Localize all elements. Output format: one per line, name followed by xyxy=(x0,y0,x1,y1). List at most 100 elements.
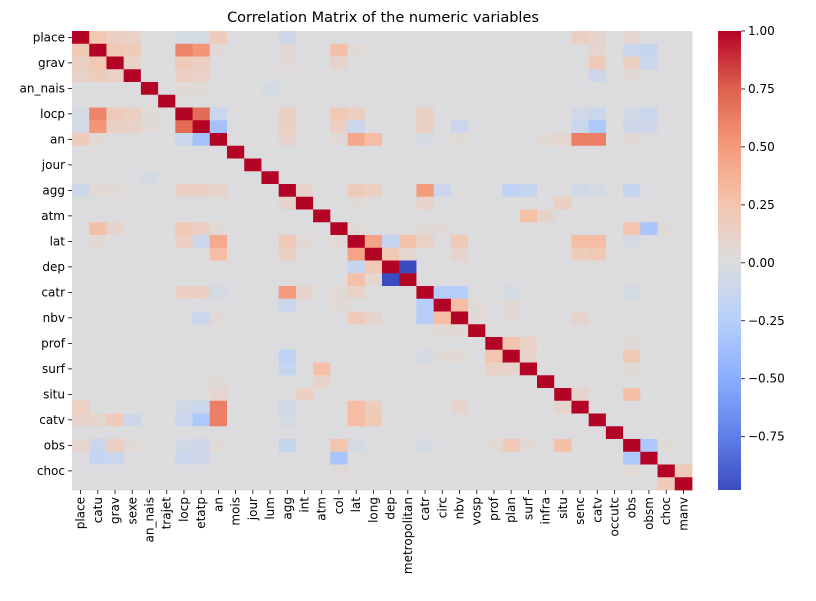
heatmap-cell xyxy=(571,133,590,147)
heatmap-cell xyxy=(158,286,176,300)
heatmap-cell xyxy=(209,451,228,465)
heatmap-cell xyxy=(89,196,107,210)
heatmap-cell xyxy=(382,222,400,236)
heatmap-cell xyxy=(450,286,469,300)
heatmap-cell xyxy=(382,324,400,338)
heatmap-cell xyxy=(468,426,486,440)
heatmap-cell xyxy=(261,337,280,351)
heatmap-cell xyxy=(72,94,90,108)
heatmap-cell xyxy=(330,222,348,236)
heatmap-cell xyxy=(399,209,417,223)
heatmap-cell xyxy=(416,451,435,465)
heatmap-cell xyxy=(605,209,624,223)
heatmap-cell xyxy=(261,273,280,287)
heatmap-cell xyxy=(571,171,590,185)
heatmap-cell xyxy=(261,426,280,440)
heatmap-cell xyxy=(571,82,590,96)
heatmap-cell xyxy=(209,324,228,338)
heatmap-cell xyxy=(192,477,211,491)
heatmap-cell xyxy=(623,349,641,363)
heatmap-cell xyxy=(330,464,348,478)
x-tick-label: vosp xyxy=(470,497,484,525)
heatmap-cell xyxy=(416,120,435,134)
heatmap-cell xyxy=(106,247,125,261)
heatmap-cell xyxy=(640,107,658,121)
x-tick-label: long xyxy=(366,497,380,523)
heatmap-cell xyxy=(330,235,348,249)
colorbar-tick-label: −0.50 xyxy=(748,372,785,386)
heatmap-cell xyxy=(209,196,228,210)
heatmap-cell xyxy=(657,171,676,185)
heatmap-cell xyxy=(192,451,211,465)
heatmap-cell xyxy=(554,107,572,121)
heatmap-cell xyxy=(158,337,176,351)
heatmap-cell xyxy=(330,400,348,414)
heatmap-cell xyxy=(209,247,228,261)
heatmap-cell xyxy=(605,43,624,57)
heatmap-cell xyxy=(433,235,452,249)
heatmap-cell xyxy=(313,247,331,261)
heatmap-cell xyxy=(209,388,228,402)
heatmap-cell xyxy=(416,286,435,300)
heatmap-cell xyxy=(313,133,331,147)
heatmap-cell xyxy=(588,349,607,363)
heatmap-cell xyxy=(261,311,280,325)
heatmap-cell xyxy=(72,120,90,134)
heatmap-cell xyxy=(519,120,538,134)
heatmap-cell xyxy=(537,184,555,198)
heatmap-cell xyxy=(244,400,262,414)
heatmap-cell xyxy=(468,107,486,121)
heatmap-cell xyxy=(72,209,90,223)
heatmap-cell xyxy=(192,133,211,147)
heatmap-cell xyxy=(278,375,297,389)
heatmap-cell xyxy=(175,133,193,147)
heatmap-cell xyxy=(537,311,555,325)
heatmap-cell xyxy=(502,451,521,465)
heatmap-cell xyxy=(106,260,125,274)
heatmap-cell xyxy=(244,324,262,338)
heatmap-cell xyxy=(623,477,641,491)
heatmap-cell xyxy=(450,400,469,414)
heatmap-cell xyxy=(347,209,366,223)
heatmap-cell xyxy=(537,247,555,261)
heatmap-cell xyxy=(450,56,469,70)
heatmap-cell xyxy=(640,362,658,376)
heatmap-cell xyxy=(433,388,452,402)
heatmap-cell xyxy=(382,196,400,210)
heatmap-cell xyxy=(261,31,280,45)
heatmap-cell xyxy=(485,413,503,427)
heatmap-cell xyxy=(468,298,486,312)
heatmap-cell xyxy=(433,426,452,440)
heatmap-cell xyxy=(347,311,366,325)
heatmap-cell xyxy=(330,439,348,453)
heatmap-cell xyxy=(623,247,641,261)
heatmap-cell xyxy=(158,120,176,134)
heatmap-cell xyxy=(330,82,348,96)
heatmap-cell xyxy=(244,477,262,491)
heatmap-cell xyxy=(657,235,676,249)
heatmap-cell xyxy=(227,171,245,185)
heatmap-cell xyxy=(106,337,125,351)
heatmap-cell xyxy=(89,375,107,389)
heatmap-cell xyxy=(209,426,228,440)
heatmap-cell xyxy=(158,43,176,57)
heatmap-cell xyxy=(519,426,538,440)
heatmap-cell xyxy=(330,362,348,376)
heatmap-cell xyxy=(605,145,624,159)
heatmap-cell xyxy=(433,477,452,491)
heatmap-cell xyxy=(89,235,107,249)
y-tick-label: lat xyxy=(50,234,66,248)
colorbar-tick-label: 0.25 xyxy=(748,198,775,212)
heatmap-cell xyxy=(674,311,693,325)
heatmap-cell xyxy=(623,31,641,45)
heatmap-cell xyxy=(347,337,366,351)
heatmap-cell xyxy=(278,82,297,96)
heatmap-cell xyxy=(106,209,125,223)
heatmap-cell xyxy=(330,43,348,57)
heatmap-cell xyxy=(588,158,607,172)
heatmap-cell xyxy=(623,184,641,198)
heatmap-cell xyxy=(450,477,469,491)
heatmap-cell xyxy=(554,94,572,108)
heatmap-cell xyxy=(554,222,572,236)
heatmap-cell xyxy=(519,311,538,325)
